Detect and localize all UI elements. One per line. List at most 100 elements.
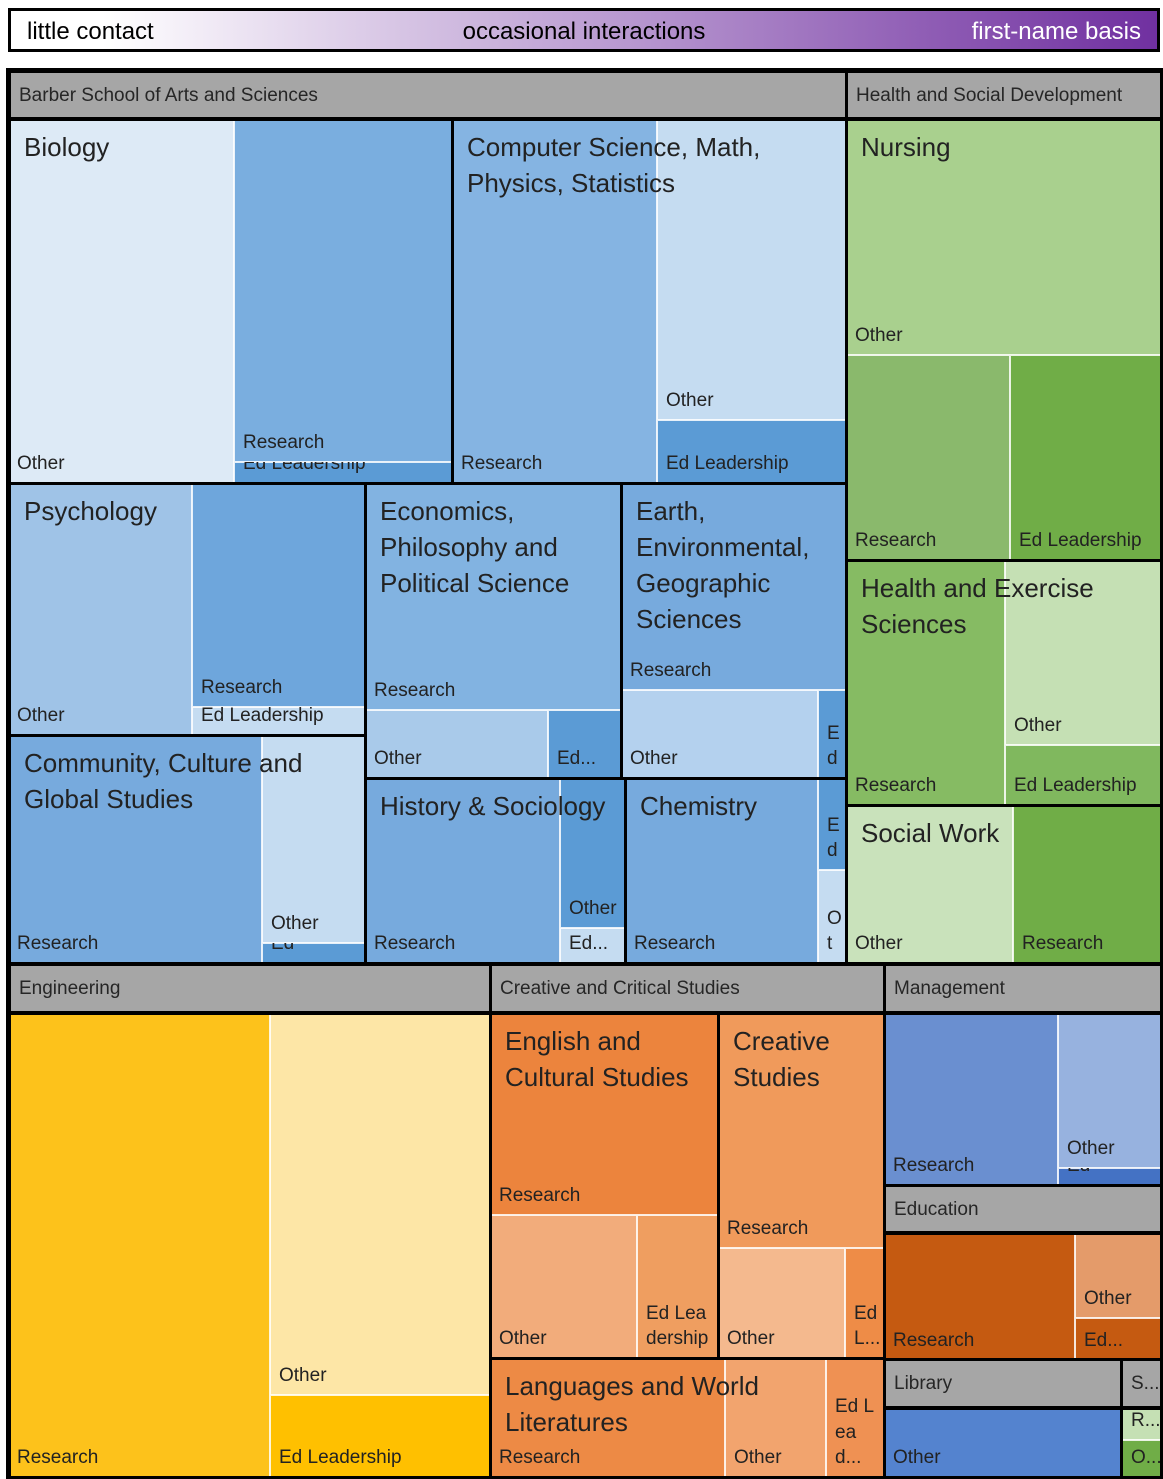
- group-header: Creative and Critical Studies: [489, 963, 886, 1014]
- tile: Ed Leadership: [270, 1395, 490, 1477]
- tile: Other: [621, 690, 818, 778]
- tile: Research: [846, 560, 1005, 805]
- tile-label: Ed: [271, 943, 295, 955]
- tile: Research: [8, 1012, 270, 1477]
- group-header: S...: [1120, 1358, 1163, 1409]
- tile-label: Research: [893, 1330, 975, 1352]
- group-header: Barber School of Arts and Sciences: [8, 70, 848, 120]
- tile-label: O...: [1131, 1447, 1162, 1469]
- tile-label: Other: [855, 325, 903, 347]
- tile-label: Ed...: [1084, 1330, 1124, 1352]
- tile: Ed Leadership: [234, 462, 452, 483]
- tile: Other: [1005, 560, 1162, 745]
- tile: Research: [490, 1358, 725, 1477]
- tile: Ed...: [548, 710, 621, 778]
- tile-label: R...: [1131, 1410, 1161, 1432]
- tile: Ed Leadership: [1005, 745, 1162, 805]
- tile-label: Ed Leadership: [646, 1302, 709, 1350]
- tile: Other: [262, 735, 365, 943]
- tile-label: Ed Leadership: [1014, 775, 1137, 797]
- group-header: Library: [883, 1358, 1123, 1409]
- tile-label: Ed Leadership: [201, 707, 324, 727]
- tile-label: Research: [17, 933, 99, 955]
- tile: Other: [1058, 1012, 1162, 1168]
- legend-mid: occasional interactions: [462, 18, 706, 45]
- tile: Ed: [1058, 1168, 1162, 1185]
- tile-label: Ed: [827, 814, 840, 862]
- tile-label: Research: [855, 530, 937, 552]
- tile-label: Ed...: [569, 933, 609, 955]
- tile: Research: [621, 483, 846, 690]
- tile-label: Research: [499, 1447, 581, 1469]
- tile-label: Ed Leadership: [1019, 530, 1142, 552]
- tile: O...: [1122, 1440, 1162, 1477]
- tile: R...: [1122, 1407, 1162, 1440]
- tile-label: Other: [855, 933, 903, 955]
- tile-label: Other: [499, 1328, 547, 1350]
- tile-label: Ed: [827, 722, 840, 770]
- tile-label: Other: [374, 748, 422, 770]
- tile-label: Other: [630, 748, 678, 770]
- tile-label: Other: [569, 898, 617, 920]
- tile-label: Ed: [1058, 1168, 1096, 1185]
- tile: Research: [452, 118, 657, 483]
- legend-low: little contact: [27, 18, 154, 45]
- tile-label: Ed Lead...: [835, 1396, 875, 1469]
- tile: Other: [8, 118, 234, 483]
- tile: Ed Leadership: [657, 420, 846, 483]
- tile-label: Other: [727, 1328, 775, 1350]
- tile-label: Research: [374, 933, 456, 955]
- tile-label: Other: [1067, 1138, 1115, 1160]
- tile: Other: [725, 1358, 826, 1477]
- tile-label: Other: [279, 1365, 327, 1387]
- tile: Other: [270, 1012, 490, 1395]
- tile: Other: [1075, 1232, 1162, 1318]
- tile: Ed Leadership: [192, 707, 365, 735]
- tile: Ed Leadership: [637, 1215, 718, 1358]
- tile-label: Other: [271, 913, 319, 935]
- tile-label: Other: [17, 705, 65, 727]
- tile-label: Other: [666, 390, 714, 412]
- tile: Other: [846, 805, 1013, 963]
- tile-label: Other: [17, 453, 65, 475]
- tile-label: Research: [243, 432, 325, 454]
- tile: Other: [490, 1215, 637, 1358]
- tile: Research: [718, 1012, 884, 1248]
- tile-label: Research: [634, 933, 716, 955]
- tile: Ed: [818, 778, 846, 870]
- tile: Other: [657, 118, 846, 420]
- tile-label: Research: [630, 660, 712, 682]
- group-header: Management: [883, 963, 1163, 1014]
- tile: Other: [718, 1248, 845, 1358]
- tile: Other: [846, 118, 1162, 355]
- tile-label: Research: [727, 1218, 809, 1240]
- tile-label: Research: [1022, 933, 1104, 955]
- tile: Ed Lead...: [826, 1358, 884, 1477]
- tile: Research: [365, 483, 621, 710]
- group-header: Education: [883, 1184, 1163, 1234]
- tile: Other: [884, 1407, 1122, 1477]
- tile-label: Other: [734, 1447, 782, 1469]
- tile-label: Ot: [827, 907, 842, 955]
- tile-label: Ed...: [557, 748, 597, 770]
- tile: Research: [365, 778, 560, 963]
- tile: Ed L...: [845, 1248, 884, 1358]
- legend-high: first-name basis: [971, 18, 1141, 45]
- tile: Ed: [262, 943, 365, 963]
- tile: Research: [8, 735, 262, 963]
- tile-label: Ed Leadership: [666, 453, 789, 475]
- tile: Research: [625, 778, 818, 963]
- tile-label: Ed L...: [854, 1302, 881, 1350]
- tile: Other: [365, 710, 548, 778]
- tile: Other: [560, 778, 625, 928]
- tile-label: Research: [201, 677, 283, 699]
- group-header: Engineering: [8, 963, 492, 1014]
- tile: Other: [8, 483, 192, 735]
- tile: Research: [192, 483, 365, 707]
- tile: Research: [884, 1012, 1058, 1185]
- tile: Ed...: [560, 928, 625, 963]
- tile: Research: [1013, 805, 1162, 963]
- tile-label: Ed Leadership: [279, 1447, 402, 1469]
- tile: Ot: [818, 870, 846, 963]
